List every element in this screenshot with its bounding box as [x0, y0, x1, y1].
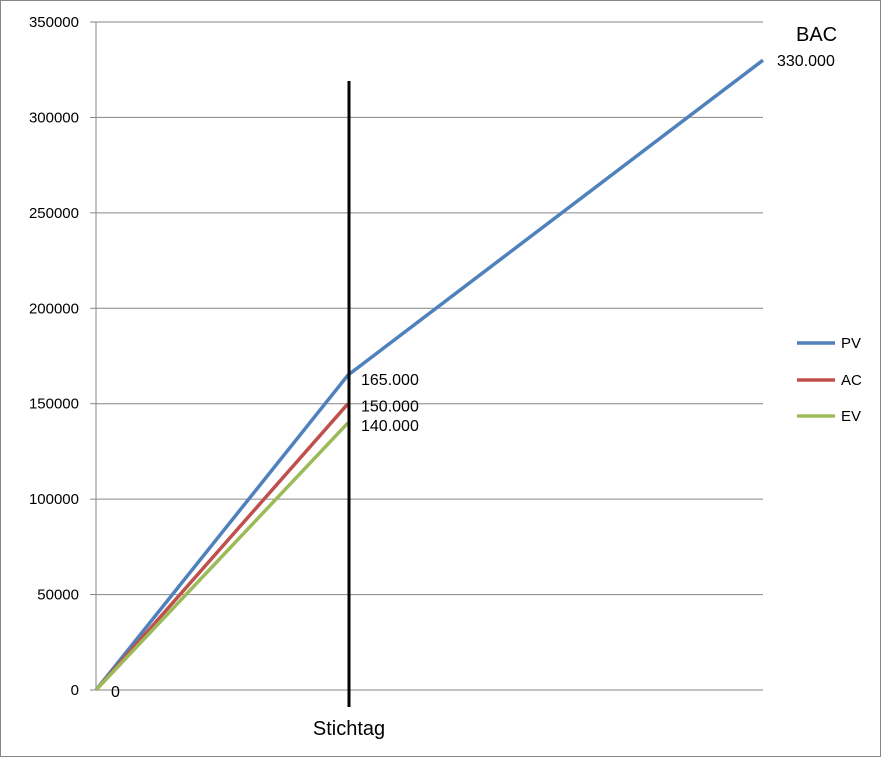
legend: PV AC EV	[797, 335, 862, 425]
ac-value-label: 150.000	[361, 399, 419, 416]
y-tick-label-5: 250000	[29, 205, 79, 222]
series-line-ev	[94, 421, 350, 692]
y-tick-label-6: 300000	[29, 109, 79, 126]
legend-label-ev: EV	[841, 408, 861, 425]
y-tick-label-3: 150000	[29, 396, 79, 413]
series-line-pv	[94, 58, 765, 692]
series-lines	[94, 58, 765, 692]
bac-label: BAC	[796, 24, 837, 46]
cutoff-label: Stichtag	[313, 718, 385, 740]
ev-value-label: 140.000	[361, 418, 419, 435]
y-axis-tick-labels: 0 50000 100000 150000 200000 250000 300000 3500…	[29, 14, 79, 699]
y-tick-label-2: 100000	[29, 491, 79, 508]
y-tick-label-0: 0	[71, 682, 79, 699]
pv-value-label: 165.000	[361, 372, 419, 389]
gridlines	[90, 21, 763, 691]
legend-label-pv: PV	[841, 335, 861, 352]
y-tick-label-4: 200000	[29, 300, 79, 317]
origin-label: 0	[111, 684, 120, 701]
legend-label-ac: AC	[841, 372, 862, 389]
bac-value-label: 330.000	[777, 53, 835, 70]
series-line-ac	[94, 402, 350, 692]
data-labels: 0 BAC 330.000 165.000 150.000 140.000	[111, 24, 837, 701]
cutoff-layer: Stichtag	[313, 81, 385, 740]
y-tick-label-7: 350000	[29, 14, 79, 31]
y-tick-label-1: 50000	[37, 587, 79, 604]
